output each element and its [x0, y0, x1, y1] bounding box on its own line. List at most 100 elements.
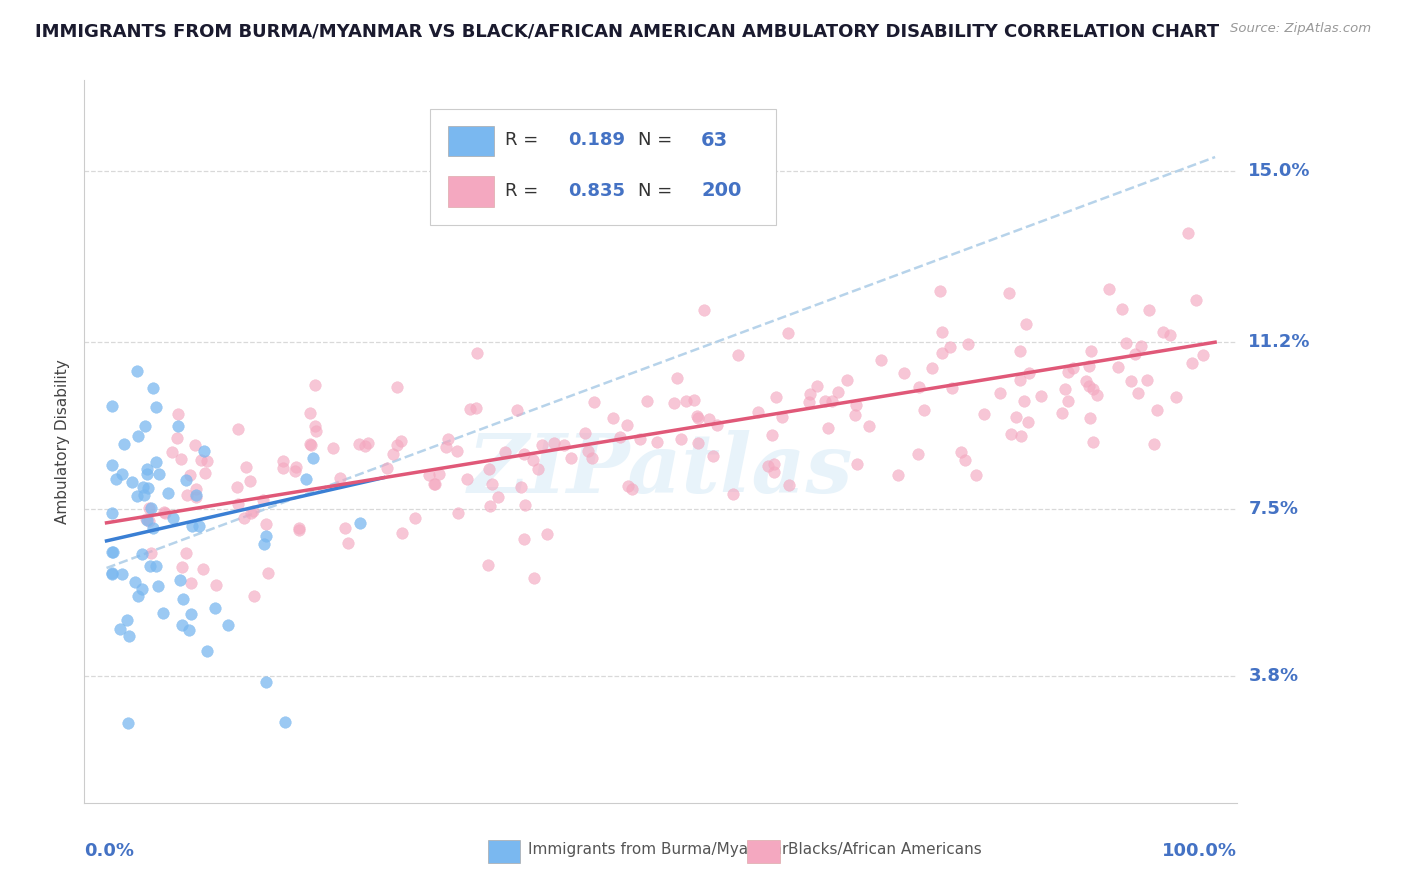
Point	[177, 623, 200, 637]
Point	[101, 545, 124, 559]
Point	[253, 537, 276, 551]
Point	[1000, 427, 1022, 442]
Point	[465, 346, 488, 360]
Point	[1062, 360, 1084, 375]
Point	[456, 472, 478, 486]
Point	[1123, 347, 1146, 361]
Point	[973, 407, 995, 421]
Point	[458, 402, 481, 417]
Point	[1129, 339, 1152, 353]
Point	[145, 400, 167, 414]
Point	[423, 477, 446, 491]
Point	[797, 395, 820, 409]
Point	[949, 445, 972, 459]
Point	[349, 437, 371, 451]
Point	[609, 430, 631, 444]
Point	[299, 437, 322, 451]
Point	[166, 407, 188, 421]
Point	[176, 488, 198, 502]
Point	[523, 571, 546, 585]
Point	[127, 489, 149, 503]
Point	[127, 590, 149, 604]
Point	[683, 392, 706, 407]
Point	[1185, 293, 1208, 307]
Point	[121, 475, 143, 489]
Point	[778, 326, 800, 340]
Point	[1029, 389, 1052, 403]
Point	[235, 460, 257, 475]
Point	[1136, 374, 1159, 388]
FancyBboxPatch shape	[447, 177, 494, 207]
Point	[135, 512, 157, 526]
Point	[1010, 344, 1032, 359]
Point	[186, 488, 208, 502]
Point	[799, 387, 821, 401]
Point	[761, 428, 783, 442]
Point	[988, 385, 1011, 400]
Point	[1111, 302, 1133, 317]
Point	[465, 401, 488, 416]
Point	[170, 452, 193, 467]
Point	[827, 385, 849, 400]
Point	[1098, 282, 1121, 296]
Point	[166, 431, 188, 445]
FancyBboxPatch shape	[488, 839, 520, 863]
Point	[1018, 366, 1040, 380]
Point	[1128, 385, 1150, 400]
Text: 7.5%: 7.5%	[1249, 500, 1298, 518]
Text: Immigrants from Burma/Myanmar: Immigrants from Burma/Myanmar	[529, 842, 789, 857]
Point	[1078, 410, 1101, 425]
Point	[190, 453, 212, 467]
Point	[304, 418, 326, 433]
Point	[101, 506, 124, 520]
Point	[111, 566, 134, 581]
Text: N =: N =	[638, 182, 678, 200]
Point	[166, 419, 188, 434]
Point	[217, 618, 239, 632]
Point	[357, 436, 380, 450]
Point	[1081, 382, 1104, 396]
Point	[349, 516, 371, 530]
Point	[669, 433, 692, 447]
Point	[446, 506, 468, 520]
Point	[1080, 344, 1102, 359]
Point	[381, 447, 404, 461]
Point	[184, 437, 207, 451]
Point	[1017, 415, 1039, 429]
Point	[1107, 359, 1129, 374]
Point	[254, 675, 277, 690]
Point	[1192, 348, 1215, 362]
Point	[770, 410, 793, 425]
Point	[354, 439, 377, 453]
Point	[132, 488, 155, 502]
Point	[170, 559, 193, 574]
Point	[172, 618, 194, 632]
Point	[226, 480, 249, 494]
Point	[1077, 359, 1099, 373]
Point	[481, 476, 503, 491]
Point	[765, 390, 787, 404]
Point	[204, 601, 226, 615]
Point	[138, 501, 160, 516]
Point	[160, 445, 183, 459]
Text: Blacks/African Americans: Blacks/African Americans	[787, 842, 981, 857]
Point	[941, 381, 963, 395]
Point	[184, 490, 207, 504]
Point	[686, 410, 709, 425]
Point	[1181, 356, 1204, 370]
Point	[907, 447, 929, 461]
Point	[536, 526, 558, 541]
Point	[242, 590, 264, 604]
Point	[162, 511, 184, 525]
Point	[295, 472, 318, 486]
Point	[254, 516, 277, 531]
Point	[814, 394, 837, 409]
Point	[893, 366, 915, 380]
Point	[686, 409, 709, 423]
Point	[844, 408, 866, 422]
Point	[721, 487, 744, 501]
Point	[1078, 379, 1101, 393]
Point	[333, 520, 356, 534]
Point	[675, 394, 697, 409]
Point	[299, 438, 322, 452]
